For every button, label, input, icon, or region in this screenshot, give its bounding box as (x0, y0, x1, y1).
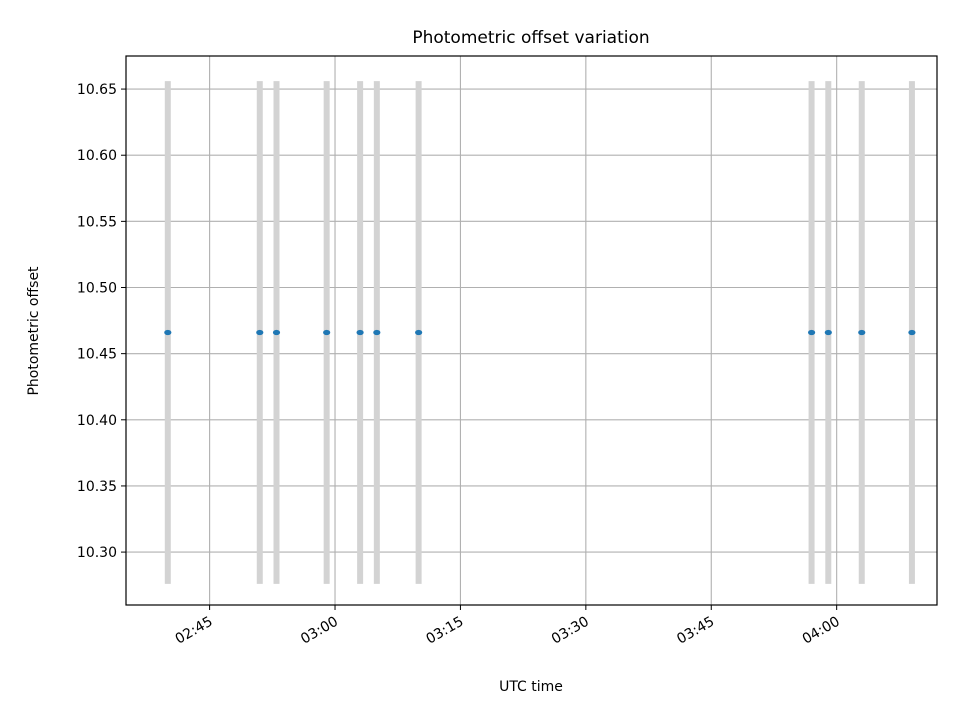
data-point (908, 329, 916, 336)
data-point (415, 329, 423, 336)
data-point (824, 329, 832, 336)
grid (126, 56, 937, 605)
y-tick-label: 10.30 (77, 545, 117, 561)
x-tick-label: 04:00 (800, 614, 843, 648)
y-tick-label: 10.55 (77, 214, 117, 230)
y-tick-label: 10.35 (77, 479, 117, 495)
y-tick-label: 10.65 (77, 82, 117, 98)
x-tick-label: 03:30 (549, 614, 592, 648)
data-points (164, 329, 916, 336)
x-tick-label: 02:45 (173, 614, 216, 648)
y-tick-label: 10.60 (77, 148, 117, 164)
x-axis-label: UTC time (499, 679, 563, 695)
data-point (356, 329, 364, 336)
x-tick-label: 03:00 (298, 614, 341, 648)
x-axis: 02:45 03:00 03:15 03:30 03:45 04:00 (173, 605, 843, 648)
data-point (272, 329, 281, 336)
y-tick-label: 10.45 (77, 347, 117, 363)
y-tick-label: 10.40 (77, 413, 117, 429)
data-point (323, 329, 331, 336)
y-tick-label: 10.50 (77, 281, 117, 297)
plot-frame (125, 55, 938, 606)
y-axis: 10.30 10.35 10.40 10.45 10.50 10.55 10.60 10.65 (77, 82, 126, 561)
y-axis-label: Photometric offset (26, 266, 42, 396)
data-point (164, 329, 172, 336)
x-tick-label: 03:15 (423, 614, 466, 648)
data-point (807, 329, 816, 336)
data-point (858, 329, 866, 336)
data-point (373, 329, 381, 336)
chart-title: Photometric offset variation (412, 28, 649, 48)
data-point (256, 329, 264, 336)
x-tick-label: 03:45 (674, 614, 717, 648)
